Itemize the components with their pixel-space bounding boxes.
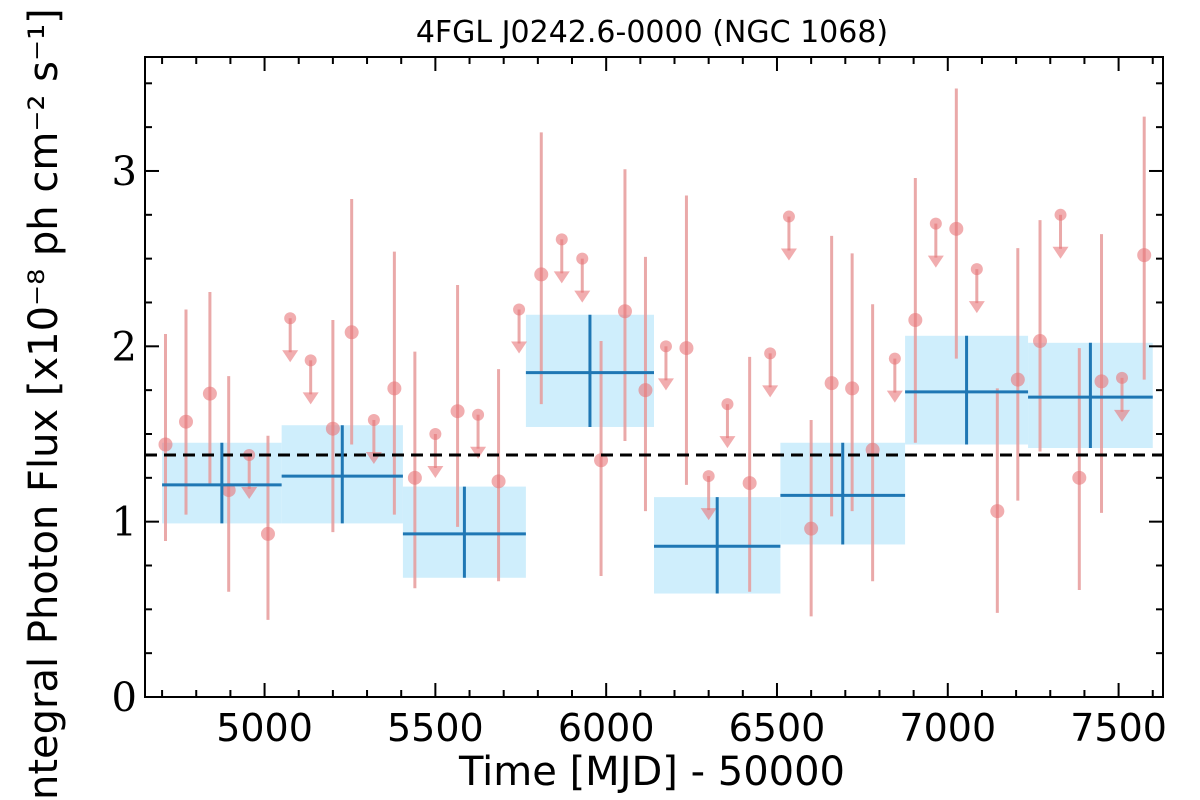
plot-area: 5000 5500 6000 6500 7000 7500 0 1 2 3 — [112, 56, 1167, 750]
detection-point — [1010, 372, 1025, 387]
upper-limit-point — [472, 408, 485, 421]
upper-limit-arrowhead — [470, 446, 487, 459]
upper-limit-point — [702, 470, 715, 483]
detection-point — [679, 341, 694, 356]
upper-limit-point — [1116, 371, 1129, 384]
upper-limit-point — [576, 252, 589, 265]
detection-point — [260, 526, 275, 541]
upper-limit-arrowhead — [886, 390, 903, 403]
upper-limit-point — [429, 427, 442, 440]
detection-point — [865, 442, 880, 457]
detection-point — [742, 476, 757, 491]
detection-point — [617, 304, 632, 319]
upper-limit-arrowhead — [719, 436, 736, 449]
x-tick-label: 5000 — [216, 706, 313, 750]
detection-point — [450, 404, 465, 419]
detection-point — [1137, 248, 1152, 263]
chart-title: 4FGL J0242.6-0000 (NGC 1068) — [416, 15, 888, 50]
y-axis-label: Integral Photon Flux [x10⁻⁸ ph cm⁻² s⁻¹] — [21, 8, 67, 800]
y-tick-label: 3 — [112, 149, 137, 195]
upper-limit-point — [782, 210, 795, 223]
upper-limit-arrowhead — [574, 290, 591, 303]
upper-limit-arrowhead — [927, 255, 944, 268]
upper-limit-point — [764, 347, 777, 360]
upper-limit-point — [929, 217, 942, 230]
upper-limit-point — [513, 303, 526, 316]
upper-limit-arrowhead — [553, 271, 570, 284]
upper-limit-point — [970, 263, 983, 276]
detection-point — [178, 414, 193, 429]
detection-point — [804, 521, 819, 536]
upper-limit-point — [555, 233, 568, 246]
detection-point — [824, 376, 839, 391]
upper-limit-arrowhead — [780, 248, 797, 261]
detection-point — [908, 313, 923, 328]
x-tick-label: 7000 — [899, 706, 996, 750]
upper-limit-arrowhead — [700, 508, 717, 521]
detection-point — [344, 325, 359, 340]
x-tick-label: 5500 — [387, 706, 484, 750]
detection-point — [949, 221, 964, 236]
y-tick-label: 2 — [112, 324, 137, 370]
detection-point — [990, 504, 1005, 519]
upper-limit-arrowhead — [302, 392, 319, 405]
x-tick-label: 7500 — [1070, 706, 1167, 750]
upper-limit-point — [659, 340, 672, 353]
detection-point — [638, 383, 653, 398]
axes-frame — [144, 56, 1164, 698]
detection-point — [534, 267, 549, 282]
upper-limit-point — [367, 413, 380, 426]
upper-limit-arrowhead — [427, 465, 444, 478]
x-axis-label: Time [MJD] - 50000 — [458, 749, 845, 795]
y-tick-label: 1 — [112, 500, 137, 546]
upper-limit-point — [1054, 208, 1067, 221]
detection-point — [491, 474, 506, 489]
upper-limit-arrowhead — [1114, 409, 1131, 422]
detection-point — [407, 470, 422, 485]
detection-point — [387, 381, 402, 396]
upper-limit-arrowhead — [657, 378, 674, 391]
detection-point — [1072, 470, 1087, 485]
detection-point — [594, 453, 609, 468]
upper-limit-arrowhead — [511, 341, 528, 354]
x-tick-label: 6000 — [558, 706, 655, 750]
detection-point — [1094, 374, 1109, 389]
upper-limit-arrowhead — [762, 385, 779, 398]
upper-limit-arrowhead — [241, 487, 258, 500]
detection-point — [202, 386, 217, 401]
upper-limit-point — [888, 352, 901, 365]
upper-limit-arrowhead — [282, 350, 299, 363]
detection-point — [325, 421, 340, 436]
upper-limit-point — [721, 398, 734, 411]
x-tick-label: 6500 — [729, 706, 826, 750]
upper-limit-arrowhead — [1052, 246, 1069, 259]
detection-point — [221, 483, 236, 498]
detection-point — [158, 437, 173, 452]
detection-point — [1033, 334, 1048, 349]
upper-limit-point — [304, 354, 317, 367]
upper-limit-arrowhead — [968, 301, 985, 314]
detection-point — [845, 381, 860, 396]
y-tick-label: 0 — [112, 675, 137, 721]
upper-limit-point — [284, 312, 297, 325]
